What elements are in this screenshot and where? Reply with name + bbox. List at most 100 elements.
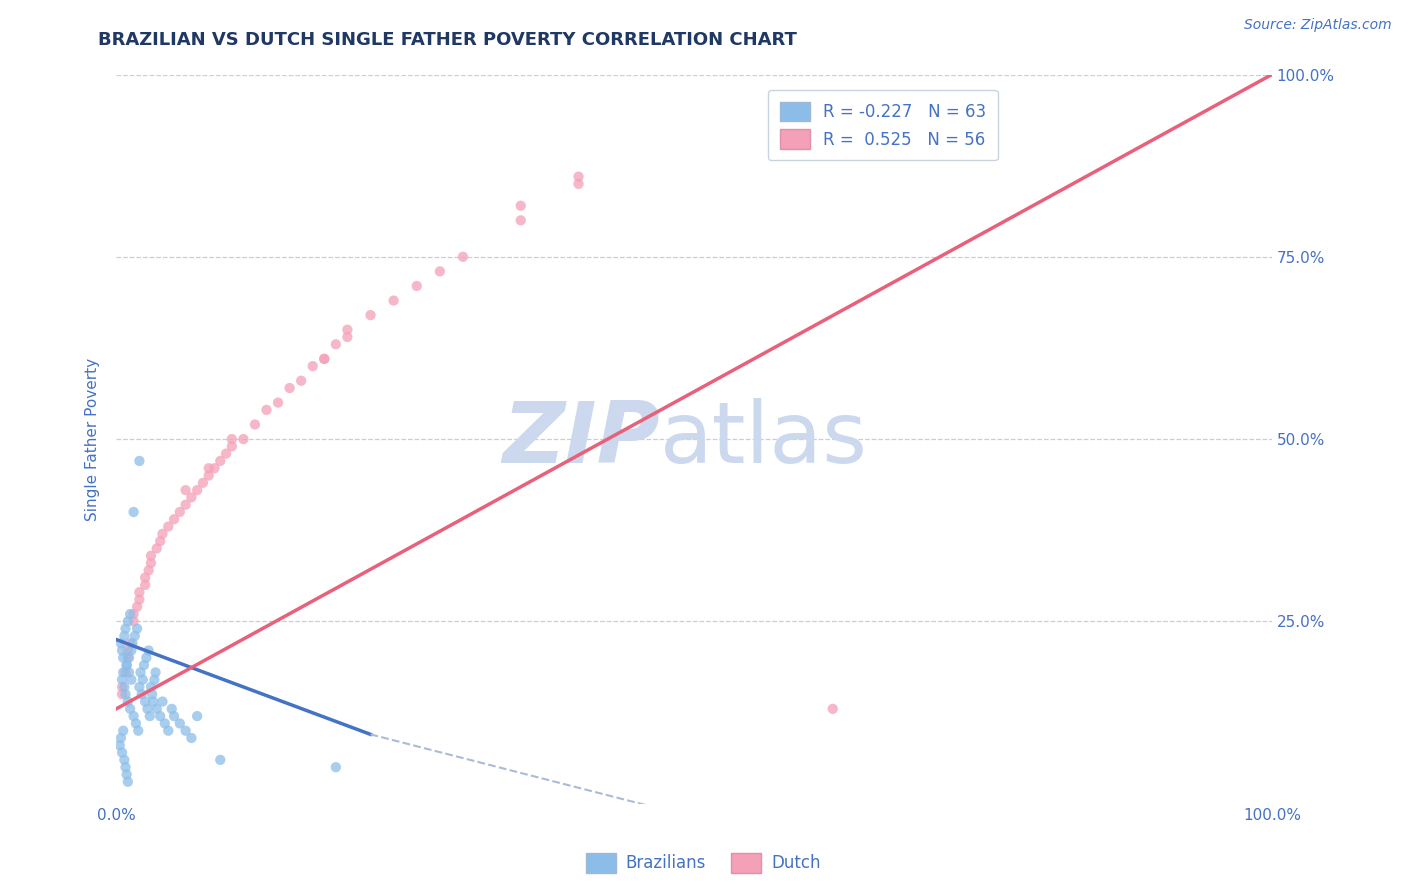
Point (336, 330, 359, 344)
Point (221, 432, 243, 446)
Point (141, 687, 163, 701)
Point (131, 687, 153, 701)
Point (567, 169, 589, 184)
Point (125, 622, 148, 636)
Point (118, 650, 141, 665)
Point (145, 702, 167, 716)
Point (360, 308, 382, 322)
Point (122, 709, 145, 723)
Point (157, 723, 180, 738)
Point (215, 447, 238, 461)
Point (429, 264, 451, 278)
Point (278, 381, 301, 395)
Point (174, 723, 197, 738)
Point (143, 673, 166, 687)
Legend: R = -0.227   N = 63, R =  0.525   N = 56: R = -0.227 N = 63, R = 0.525 N = 56 (768, 90, 998, 161)
Point (325, 760, 347, 774)
Point (336, 323, 359, 337)
Point (128, 585, 150, 599)
Point (120, 673, 142, 687)
Point (124, 629, 146, 643)
Point (110, 636, 132, 650)
Point (110, 731, 132, 745)
Point (117, 615, 139, 629)
Point (117, 650, 139, 665)
Point (142, 694, 165, 708)
Point (115, 767, 138, 781)
Point (111, 746, 134, 760)
Point (115, 658, 138, 673)
Point (314, 351, 336, 366)
Point (112, 753, 135, 767)
Point (301, 359, 323, 373)
Text: ZIP: ZIP (502, 398, 659, 481)
Point (114, 665, 136, 680)
Point (134, 571, 156, 585)
Point (117, 694, 139, 708)
Point (112, 680, 135, 694)
Point (129, 665, 152, 680)
Point (204, 461, 226, 475)
Point (114, 760, 136, 774)
Point (136, 702, 159, 716)
Point (153, 716, 176, 731)
Point (108, 739, 131, 753)
Point (112, 650, 135, 665)
Point (112, 723, 135, 738)
Point (197, 461, 219, 475)
Point (232, 432, 254, 446)
Point (160, 702, 183, 716)
Point (509, 199, 531, 213)
Point (152, 526, 174, 541)
Point (325, 337, 347, 351)
Point (111, 673, 134, 687)
Point (451, 250, 474, 264)
Point (209, 454, 232, 468)
Point (145, 665, 167, 680)
Point (128, 592, 150, 607)
Point (125, 716, 148, 731)
Y-axis label: Single Father Poverty: Single Father Poverty (86, 358, 100, 521)
Point (567, 177, 589, 191)
Point (197, 468, 219, 483)
Point (290, 374, 312, 388)
Point (174, 483, 197, 497)
Point (132, 673, 155, 687)
Point (125, 599, 148, 614)
Point (209, 753, 232, 767)
Legend: Brazilians, Dutch: Brazilians, Dutch (579, 847, 827, 880)
Point (118, 665, 141, 680)
Point (120, 636, 142, 650)
Point (112, 629, 135, 643)
Point (145, 541, 167, 556)
Point (163, 709, 186, 723)
Point (117, 643, 139, 657)
Point (134, 694, 156, 708)
Point (134, 578, 156, 592)
Point (114, 622, 136, 636)
Point (139, 556, 162, 570)
Point (186, 709, 208, 723)
Point (138, 643, 160, 657)
Point (152, 694, 174, 708)
Point (149, 534, 172, 549)
Point (132, 658, 155, 673)
Point (114, 687, 136, 701)
Point (111, 680, 134, 694)
Point (405, 279, 427, 293)
Point (111, 643, 134, 657)
Point (157, 519, 180, 533)
Point (128, 454, 150, 468)
Point (509, 213, 531, 227)
Point (221, 439, 243, 453)
Point (122, 505, 145, 519)
Point (112, 665, 135, 680)
Point (243, 417, 266, 432)
Point (115, 658, 138, 673)
Point (821, 702, 844, 716)
Text: Source: ZipAtlas.com: Source: ZipAtlas.com (1244, 18, 1392, 32)
Point (138, 563, 160, 577)
Point (149, 709, 172, 723)
Text: BRAZILIAN VS DUTCH SINGLE FATHER POVERTY CORRELATION CHART: BRAZILIAN VS DUTCH SINGLE FATHER POVERTY… (98, 31, 797, 49)
Point (120, 702, 142, 716)
